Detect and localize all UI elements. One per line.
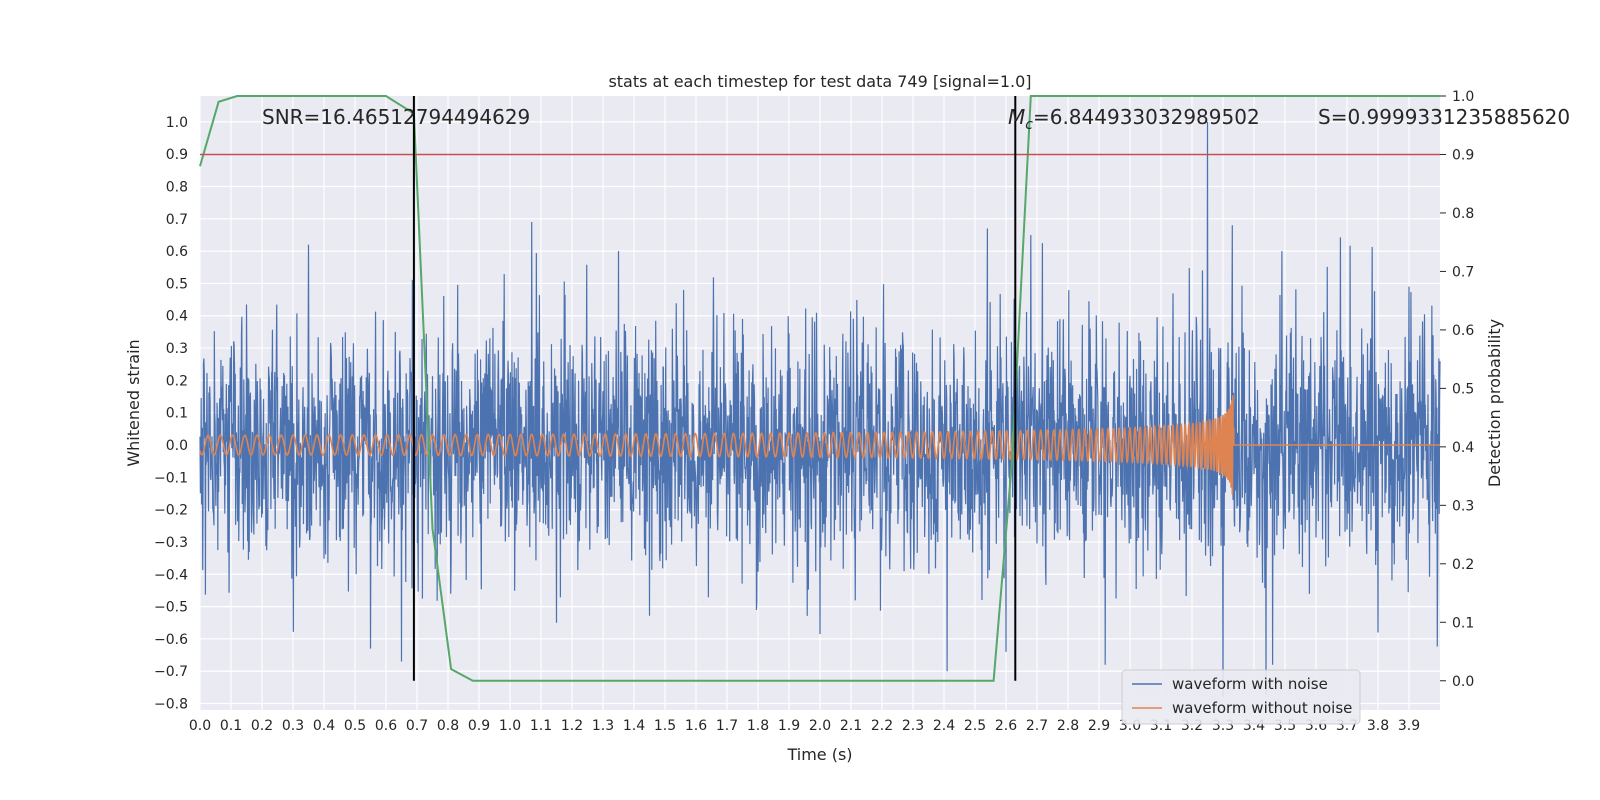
mc-value: =6.844933032989502 — [1033, 105, 1260, 129]
legend-box — [1121, 669, 1361, 725]
x-tick-label: 2.8 — [1057, 718, 1079, 734]
x-tick-label: 1.6 — [685, 718, 707, 734]
x-tick-label: 0.7 — [406, 718, 428, 734]
y-axis-left-ticks: −0.8 −0.7 −0.6 −0.5 −0.4 −0.3 −0.2 −0.1 0.0 0.1 0.… — [154, 115, 188, 713]
x-tick-label: 2.5 — [964, 718, 986, 734]
y-axis-right-label: Detection probability — [1485, 319, 1504, 487]
y-right-tick-label: 1.0 — [1452, 89, 1474, 105]
series-detection-probability — [199, 95, 1440, 682]
y-axis-right-ticks: 0.0 0.1 0.2 0.3 0.4 0.5 0.6 0.7 0.8 0.9 1.0 — [1440, 89, 1474, 690]
y-left-tick-label: 0.8 — [166, 179, 188, 195]
legend-label-clean: waveform without noise — [1172, 699, 1352, 717]
x-axis-label: Time (s) — [786, 745, 852, 764]
marker-lines — [412, 96, 1017, 681]
y-right-tick-label: 0.5 — [1452, 381, 1474, 397]
x-tick-label: 1.2 — [561, 718, 583, 734]
x-tick-label: 0.8 — [437, 718, 459, 734]
x-tick-label: 2.0 — [809, 718, 831, 734]
y-right-tick-label: 0.6 — [1452, 323, 1474, 339]
x-tick-label: 3.9 — [1398, 718, 1420, 734]
y-left-tick-label: 0.2 — [166, 373, 188, 389]
y-left-tick-label: −0.2 — [154, 503, 188, 519]
y-left-tick-label: 0.5 — [166, 276, 188, 292]
s-annotation: S=0.9999331235885620 — [1318, 105, 1570, 129]
legend-label-noise: waveform with noise — [1172, 675, 1328, 693]
x-tick-label: 1.9 — [778, 718, 800, 734]
x-tick-label: 1.5 — [654, 718, 676, 734]
x-tick-label: 0.0 — [189, 718, 211, 734]
mc-symbol: M — [1008, 105, 1025, 129]
x-tick-label: 0.2 — [251, 718, 273, 734]
y-left-tick-label: −0.8 — [154, 697, 188, 713]
x-tick-label: 1.1 — [530, 718, 552, 734]
y-left-tick-label: 0.6 — [166, 244, 188, 260]
y-right-tick-label: 0.8 — [1452, 206, 1474, 222]
x-tick-label: 0.6 — [375, 718, 397, 734]
line-waveform-without-noise — [199, 395, 1440, 495]
x-tick-label: 1.7 — [716, 718, 738, 734]
x-tick-label: 0.3 — [282, 718, 304, 734]
line-detection-probability — [199, 95, 1440, 682]
y-axis-left-label: Whitened strain — [124, 339, 143, 466]
mc-subscript: c — [1025, 117, 1033, 133]
x-tick-label: 0.1 — [220, 718, 242, 734]
x-tick-label: 1.4 — [623, 718, 645, 734]
y-left-tick-label: −0.5 — [154, 600, 188, 616]
y-left-tick-label: −0.7 — [154, 664, 188, 680]
x-tick-label: 0.5 — [344, 718, 366, 734]
mc-annotation: Mc=6.844933032989502 — [1008, 105, 1260, 133]
y-left-tick-label: −0.1 — [154, 470, 188, 486]
x-tick-label: 2.2 — [871, 718, 893, 734]
x-tick-label: 0.9 — [468, 718, 490, 734]
y-right-tick-label: 0.3 — [1452, 498, 1474, 514]
x-tick-label: 2.3 — [902, 718, 924, 734]
x-tick-label: 2.4 — [933, 718, 955, 734]
y-right-tick-label: 0.7 — [1452, 264, 1474, 280]
x-tick-label: 1.3 — [592, 718, 614, 734]
y-right-tick-label: 0.0 — [1452, 674, 1474, 690]
chart-title: stats at each timestep for test data 749… — [608, 72, 1031, 91]
x-tick-label: 2.9 — [1088, 718, 1110, 734]
y-left-tick-label: −0.4 — [154, 567, 188, 583]
y-left-tick-label: 0.9 — [166, 147, 188, 163]
y-left-tick-label: −0.6 — [154, 632, 188, 648]
legend: waveform with noise waveform without noi… — [1121, 669, 1361, 725]
y-left-tick-label: 0.7 — [166, 212, 188, 228]
y-right-tick-label: 0.1 — [1452, 615, 1474, 631]
y-left-tick-label: 1.0 — [166, 115, 188, 131]
y-right-tick-label: 0.2 — [1452, 557, 1474, 573]
x-tick-label: 2.7 — [1026, 718, 1048, 734]
y-left-tick-label: 0.3 — [166, 341, 188, 357]
x-tick-label: 2.6 — [995, 718, 1017, 734]
x-tick-label: 2.1 — [840, 718, 862, 734]
x-tick-label: 0.4 — [313, 718, 335, 734]
x-tick-label: 1.0 — [499, 718, 521, 734]
y-right-tick-label: 0.9 — [1452, 147, 1474, 163]
y-left-tick-label: 0.4 — [166, 309, 188, 325]
y-left-tick-label: 0.0 — [166, 438, 188, 454]
x-tick-label: 1.8 — [747, 718, 769, 734]
series-waveform-without-noise — [199, 395, 1440, 495]
y-left-tick-label: −0.3 — [154, 535, 188, 551]
x-tick-label: 3.8 — [1367, 718, 1389, 734]
y-right-tick-label: 0.4 — [1452, 440, 1474, 456]
y-left-tick-label: 0.1 — [166, 406, 188, 422]
snr-annotation: SNR=16.46512794494629 — [262, 105, 530, 129]
